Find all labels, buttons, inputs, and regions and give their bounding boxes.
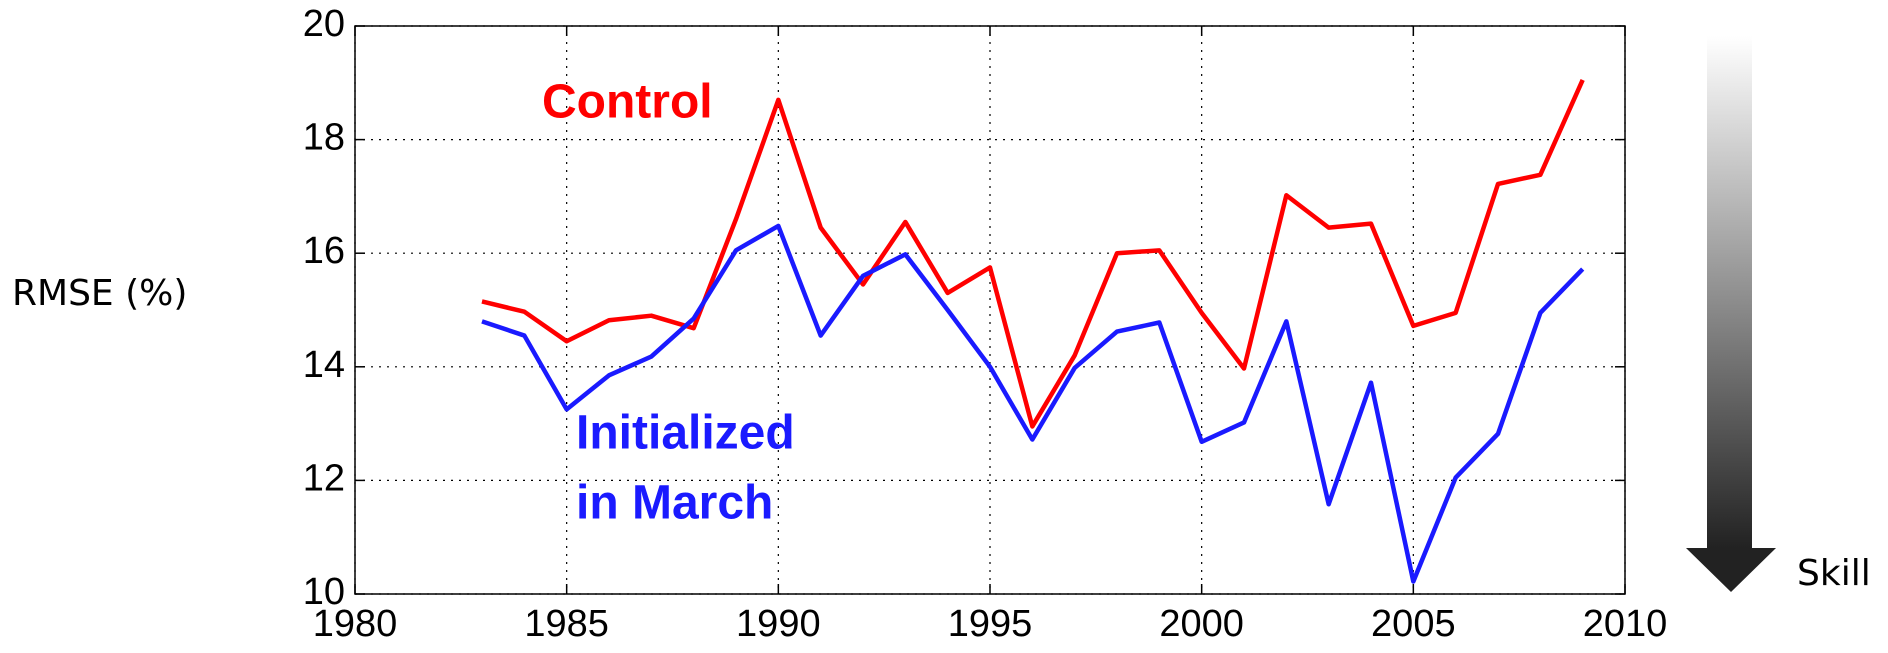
y-tick-label: 20: [303, 3, 345, 45]
series-line: [481, 79, 1585, 429]
series-label: Control: [542, 76, 713, 129]
skill-arrow-head: [1686, 548, 1776, 592]
arrow-label: Skill: [1797, 553, 1871, 594]
x-tick-label: 1985: [524, 603, 609, 645]
plot-frame: [354, 25, 1626, 595]
series-line: [481, 223, 1585, 584]
skill-arrow-shaft: [1707, 36, 1752, 548]
y-tick-label: 14: [303, 344, 345, 386]
x-tick-label: 2010: [1583, 603, 1668, 645]
y-tick-label: 18: [303, 117, 345, 159]
x-tick-label: 2000: [1159, 603, 1244, 645]
y-tick-label: 10: [303, 571, 345, 613]
x-tick-label: 2005: [1371, 603, 1456, 645]
series-label: Initialized: [576, 407, 795, 460]
x-tick-label: 1995: [948, 603, 1033, 645]
y-tick-label: 12: [303, 457, 345, 499]
series-label: in March: [576, 477, 773, 530]
x-tick-label: 1990: [736, 603, 821, 645]
x-tick-label: 1980: [313, 603, 398, 645]
y-tick-label: 16: [303, 230, 345, 272]
y-axis-label: RMSE (%): [12, 273, 187, 314]
